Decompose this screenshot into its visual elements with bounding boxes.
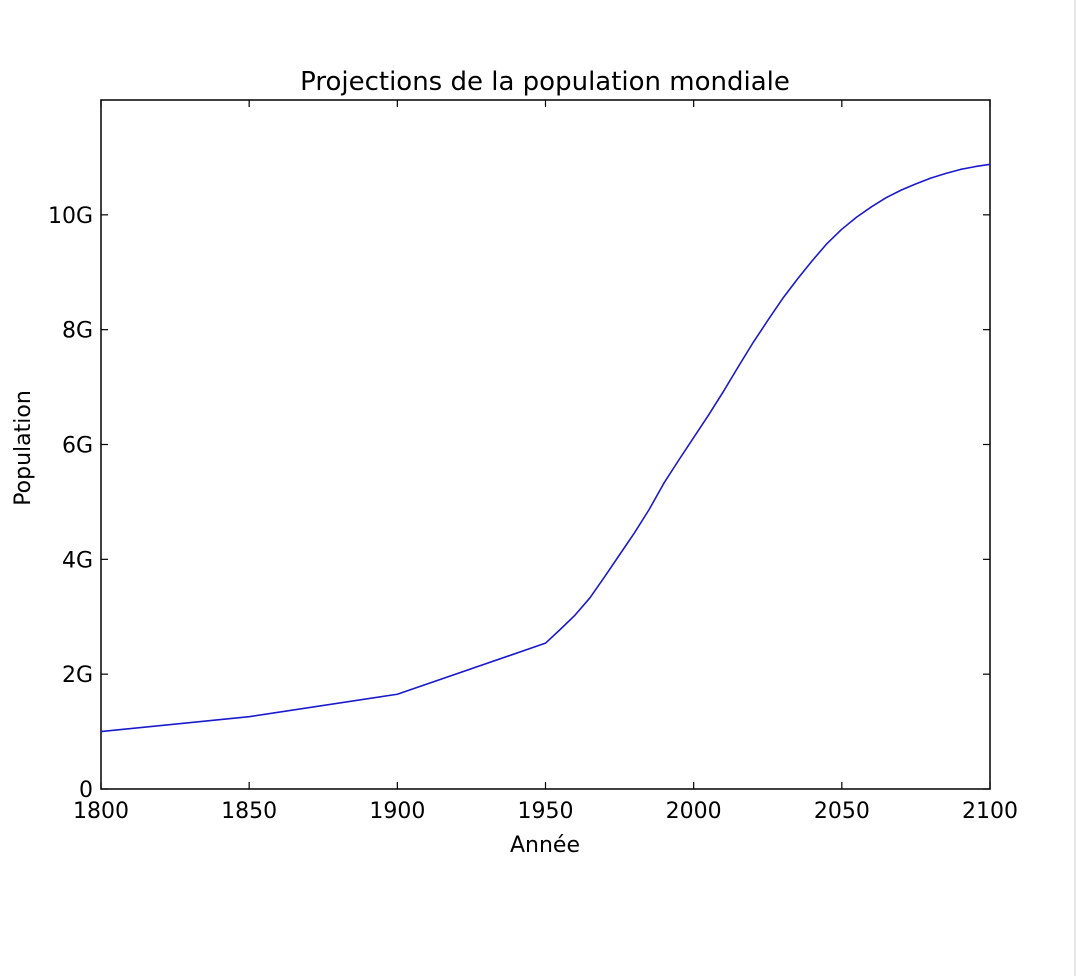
x-tick-label: 2000 bbox=[666, 799, 722, 824]
x-tick-label: 1900 bbox=[369, 799, 425, 824]
y-tick-label: 2G bbox=[62, 663, 93, 688]
window-edge bbox=[1074, 0, 1076, 976]
x-tick-label: 1950 bbox=[518, 799, 574, 824]
plot-area: 1800 1850 1900 1950 2000 2050 2100 0 2G 4G 6G 8G 10G bbox=[48, 99, 1018, 824]
plot-frame bbox=[100, 99, 991, 790]
y-tick-label: 8G bbox=[62, 319, 93, 344]
x-axis-label: Année bbox=[510, 833, 580, 858]
chart-title: Projections de la population mondiale bbox=[300, 67, 790, 97]
series-line bbox=[100, 163, 991, 733]
x-tick-label: 1850 bbox=[221, 799, 277, 824]
x-tick-label: 1800 bbox=[73, 799, 129, 824]
y-tick-label: 10G bbox=[48, 204, 93, 229]
x-tick-label: 2100 bbox=[962, 799, 1018, 824]
x-tick-label: 2050 bbox=[814, 799, 870, 824]
y-axis-label: Population bbox=[11, 390, 36, 506]
y-tick-label: 0 bbox=[79, 778, 93, 803]
y-tick-label: 6G bbox=[62, 434, 93, 459]
y-tick-label: 4G bbox=[62, 548, 93, 573]
